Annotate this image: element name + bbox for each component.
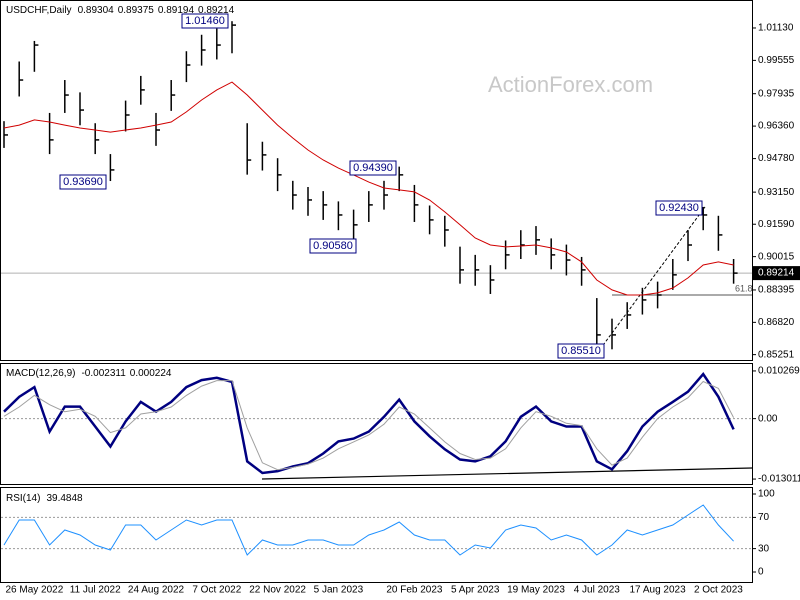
x-tick-label: 24 Aug 2022 [128,585,185,596]
x-tick-label: 7 Oct 2022 [192,585,241,596]
watermark: ActionForex.com [488,72,653,97]
y-tick-label: -0.013011 [758,474,800,485]
header-value: -0.002311 [81,368,126,379]
annotation-box [59,174,107,190]
header-value: 39.4848 [46,493,83,504]
annotation-box [655,200,703,216]
moving-average [3,81,734,296]
x-tick-label: 5 Jan 2023 [314,585,364,596]
indicator-title: MACD(12,26,9) [6,368,75,379]
fib-label: 61.8 [735,283,753,293]
y-tick-label: 0.010269 [758,366,800,377]
swing-line [599,206,706,350]
current-price-box [753,266,800,281]
annotation-label: 0.90580 [313,240,353,252]
x-tick-label: 22 Nov 2022 [249,585,306,596]
indicator-line [3,504,734,556]
annotation-label: 0.94390 [353,162,393,174]
annotation-box [349,160,397,176]
x-tick-label: 11 Jul 2022 [70,585,121,596]
annotation-box [309,238,357,254]
x-tick-label: 17 Aug 2023 [630,585,687,596]
indicator-line [3,380,735,471]
annotation-box [181,13,229,29]
current-price-label: 0.89214 [758,268,795,279]
x-tick-label: 19 May 2023 [507,585,565,596]
y-tick-label: 0.00 [758,413,778,424]
annotation-label: 1.01460 [185,15,225,27]
header-value: 0.89375 [118,5,155,16]
x-tick-label: 26 May 2022 [5,585,63,596]
y-tick-label: 1.01130 [758,23,794,34]
y-tick-label: 0.90015 [758,251,795,262]
y-tick-label: 0.88395 [758,285,795,296]
header-value: 0.89194 [158,5,195,16]
panel-header: USDCHF,Daily 0.89304 0.89375 0.89194 0.89214 [6,5,235,16]
price-panel [0,0,753,361]
macd-trendline [261,467,753,480]
indicator-title: RSI(14) [6,493,40,504]
y-tick-label: 0.85251 [758,349,795,360]
indicator-title: USDCHF,Daily [6,5,72,16]
y-tick-label: 70 [758,512,770,523]
macd-panel [0,363,753,485]
annotation-label: 0.93690 [63,176,103,188]
x-tick-label: 5 Apr 2023 [451,585,500,596]
y-tick-label: 0.86820 [758,317,795,328]
x-tick-label: 2 Oct 2023 [694,585,743,596]
y-tick-label: 0.97935 [758,88,795,99]
x-tick-label: 4 Jul 2023 [574,585,621,596]
indicator-line [3,372,735,475]
y-tick-label: 30 [758,543,770,554]
annotation-box [557,343,605,359]
rsi-panel [0,487,753,583]
y-tick-label: 0 [758,567,764,578]
y-tick-label: 0.93150 [758,187,795,198]
x-tick-label: 20 Feb 2023 [386,585,443,596]
header-value: 0.89304 [78,5,115,16]
y-tick-label: 0.99555 [758,55,795,66]
panel-header: RSI(14) 39.4848 [6,493,83,504]
annotation-label: 0.85510 [561,345,601,357]
header-value: 0.89214 [198,5,235,16]
annotation-label: 0.92430 [659,202,699,214]
y-tick-label: 0.94780 [758,153,795,164]
panel-header: MACD(12,26,9) -0.002311 0.000224 [6,368,172,379]
y-tick-label: 100 [758,489,775,500]
header-value: 0.000224 [130,368,172,379]
y-tick-label: 0.91590 [758,219,795,230]
y-tick-label: 0.96360 [758,121,795,132]
